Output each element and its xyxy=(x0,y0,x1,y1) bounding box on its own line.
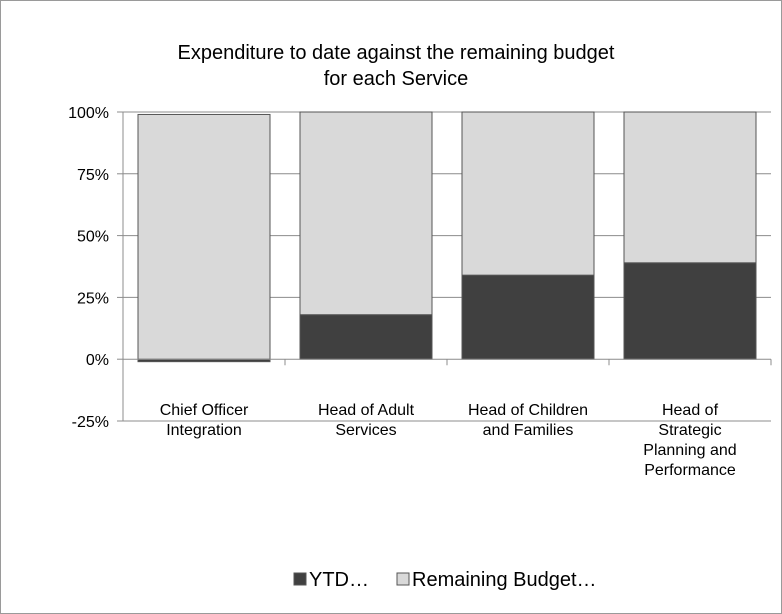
y-tick-label: -25% xyxy=(72,414,109,431)
chart-title-line-2: for each Service xyxy=(324,68,469,90)
x-axis-category-labels: Chief Officer Integration Head of Adult Ser… xyxy=(160,402,737,479)
x-category-label: Chief Officer Integration xyxy=(160,402,249,439)
bar-remaining-budget-head-of-strategic-planning-and-performance xyxy=(623,111,757,264)
legend-swatch-remaining-budget xyxy=(396,572,410,586)
bar-remaining-budget-chief-officer-integration xyxy=(137,113,271,360)
x-category-label: Head of Children and Families xyxy=(468,402,588,439)
y-tick-label: 100% xyxy=(68,105,109,122)
bar-remaining-budget-head-of-adult-services xyxy=(299,111,433,316)
x-category-label: Head of Strategic Planning and Performance xyxy=(643,402,736,479)
bar-ytd-head-of-strategic-planning-and-performance xyxy=(623,262,757,360)
y-tick-label: 75% xyxy=(77,167,109,184)
legend-label-remaining-budget: Remaining Budget… xyxy=(412,569,597,591)
y-tick-label: 25% xyxy=(77,290,109,307)
bar-remaining-budget-head-of-children-and-families xyxy=(461,111,595,276)
chart-title: Expenditure to date against the remainin… xyxy=(178,42,615,90)
y-tick-label: 50% xyxy=(77,229,109,246)
x-category-label: Head of Adult Services xyxy=(318,402,415,439)
legend: YTD… Remaining Budget… xyxy=(293,569,597,591)
bar-ytd-head-of-children-and-families xyxy=(461,274,595,360)
y-tick-label: 0% xyxy=(86,352,109,369)
bar-ytd-head-of-adult-services xyxy=(299,314,433,360)
chart-title-line-1: Expenditure to date against the remainin… xyxy=(178,42,615,64)
bars xyxy=(137,111,757,363)
axes xyxy=(117,111,772,422)
legend-swatch-ytd xyxy=(293,572,307,586)
legend-label-ytd: YTD… xyxy=(309,569,369,591)
y-axis-tick-labels: -25% 0% 25% 50% 75% 100% xyxy=(68,105,109,431)
